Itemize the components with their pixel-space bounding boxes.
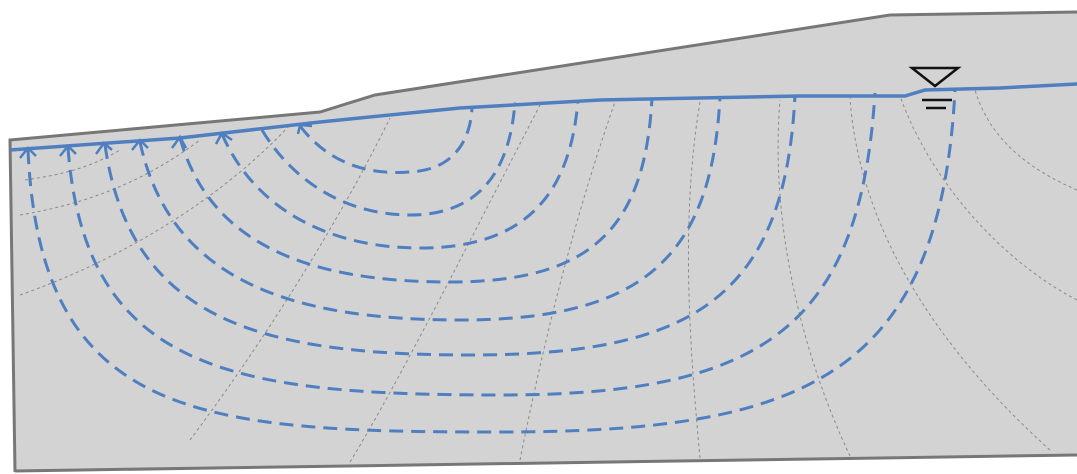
equipotential-line	[849, 97, 1051, 451]
equipotential-line	[687, 101, 701, 459]
water-table-symbol	[908, 66, 962, 110]
seepage-arrows	[19, 123, 313, 159]
equipotential-line	[189, 117, 391, 441]
equipotential-line	[19, 124, 291, 296]
triangle	[908, 66, 962, 88]
arrow	[170, 134, 188, 149]
equipotential-line	[24, 149, 121, 181]
soil-body	[10, 12, 1077, 472]
arrow	[59, 144, 77, 157]
equipotential-line	[19, 139, 201, 216]
flow-line	[260, 101, 517, 217]
equipotential-line	[349, 104, 541, 463]
flow-line	[66, 92, 877, 397]
equipotential-lines	[19, 89, 1077, 463]
flow-line	[178, 97, 654, 284]
water-table	[9, 82, 1077, 152]
equipotential-line	[519, 101, 616, 461]
arrow	[19, 146, 37, 159]
flow-lines	[26, 89, 957, 434]
base-line	[14, 453, 1077, 473]
flow-line	[103, 94, 797, 357]
equipotential-line	[974, 89, 1077, 191]
equipotential-line	[777, 99, 851, 457]
flow-line	[220, 99, 580, 250]
flow-line	[26, 89, 957, 434]
arrow	[131, 138, 149, 151]
flow-line	[138, 95, 722, 322]
equipotential-line	[899, 95, 1077, 301]
arrow	[296, 123, 313, 135]
ground-surface	[8, 10, 1077, 473]
arrow	[214, 131, 233, 145]
arrow	[94, 141, 113, 155]
